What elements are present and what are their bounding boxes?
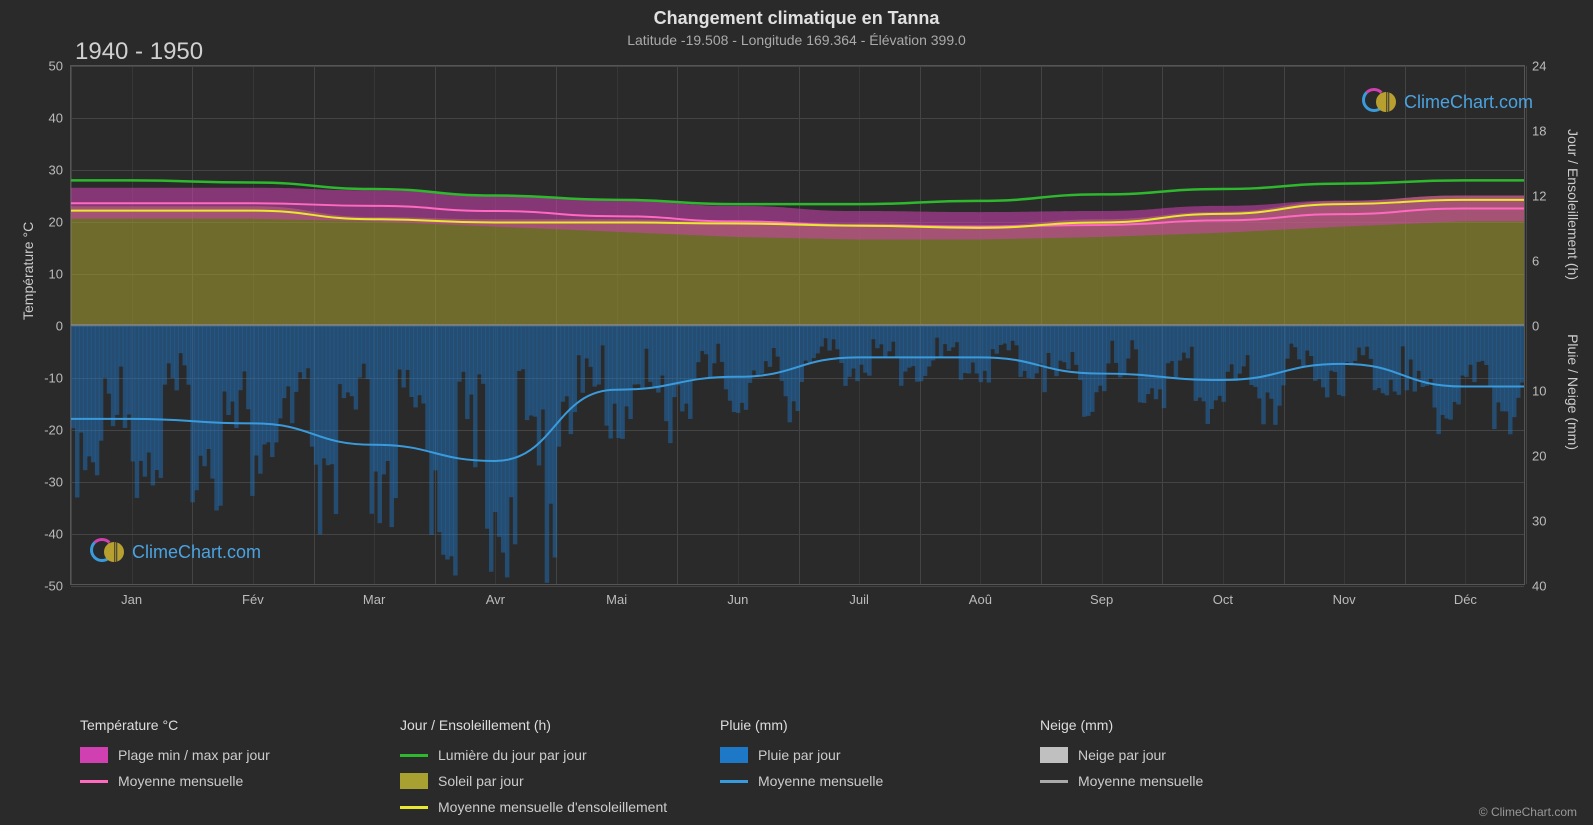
logo-text: ClimeChart.com (132, 542, 261, 563)
y-left-tick-label: 20 (49, 215, 63, 230)
y-left-tick-label: -40 (44, 527, 63, 542)
legend-col-temperature: Température °C Plage min / max par jour … (80, 717, 360, 815)
legend-swatch (720, 747, 748, 763)
y-right-tick-label: 40 (1532, 579, 1546, 594)
y-right-tick-label: 10 (1532, 384, 1546, 399)
x-tick-label: Avr (486, 592, 505, 607)
legend-item: Moyenne mensuelle (720, 773, 1000, 789)
year-range: 1940 - 1950 (75, 38, 203, 66)
legend-item: Soleil par jour (400, 773, 680, 789)
legend-label: Soleil par jour (438, 773, 524, 789)
y-right-tick-label: 6 (1532, 254, 1539, 269)
y-left-tick-label: 50 (49, 59, 63, 74)
legend-swatch (80, 747, 108, 763)
legend-line (1040, 780, 1068, 783)
legend-col-rain: Pluie (mm) Pluie par jour Moyenne mensue… (720, 717, 1000, 815)
chart-title: Changement climatique en Tanna (0, 8, 1593, 29)
legend-item: Neige par jour (1040, 747, 1320, 763)
legend-item: Lumière du jour par jour (400, 747, 680, 763)
copyright: © ClimeChart.com (1479, 805, 1577, 819)
legend-item: Moyenne mensuelle (80, 773, 360, 789)
legend-header: Neige (mm) (1040, 717, 1320, 733)
logo-top: ClimeChart.com (1362, 88, 1533, 116)
legend-line (400, 754, 428, 757)
x-tick-label: Juil (849, 592, 869, 607)
y-right-tick-label: 0 (1532, 319, 1539, 334)
x-tick-label: Aoû (969, 592, 992, 607)
y-right-tick-label: 20 (1532, 449, 1546, 464)
chart-subtitle: Latitude -19.508 - Longitude 169.364 - É… (0, 32, 1593, 48)
y-right-bottom-axis-title: Pluie / Neige (mm) (1565, 334, 1581, 450)
y-left-tick-label: 40 (49, 111, 63, 126)
x-tick-label: Jun (727, 592, 748, 607)
logo-bottom: ClimeChart.com (90, 538, 261, 566)
x-tick-label: Fév (242, 592, 264, 607)
y-right-tick-label: 30 (1532, 514, 1546, 529)
y-left-tick-label: -30 (44, 475, 63, 490)
legend-line (400, 806, 428, 809)
y-left-tick-label: 0 (56, 319, 63, 334)
legend-label: Moyenne mensuelle d'ensoleillement (438, 799, 667, 815)
legend-header: Pluie (mm) (720, 717, 1000, 733)
legend-label: Pluie par jour (758, 747, 841, 763)
legend-header: Jour / Ensoleillement (h) (400, 717, 680, 733)
legend-col-snow: Neige (mm) Neige par jour Moyenne mensue… (1040, 717, 1320, 815)
legend-line (720, 780, 748, 783)
x-tick-label: Mai (606, 592, 627, 607)
legend-line (80, 780, 108, 783)
y-left-axis-title: Température °C (20, 222, 36, 320)
x-tick-label: Sep (1090, 592, 1113, 607)
legend-col-daylight: Jour / Ensoleillement (h) Lumière du jou… (400, 717, 680, 815)
legend-label: Lumière du jour par jour (438, 747, 587, 763)
logo-text: ClimeChart.com (1404, 92, 1533, 113)
legend: Température °C Plage min / max par jour … (80, 717, 1553, 815)
climechart-logo-icon (90, 538, 126, 566)
climechart-logo-icon (1362, 88, 1398, 116)
y-right-tick-label: 24 (1532, 59, 1546, 74)
x-tick-label: Déc (1454, 592, 1477, 607)
y-left-tick-label: 30 (49, 163, 63, 178)
x-tick-label: Oct (1213, 592, 1233, 607)
y-right-tick-label: 12 (1532, 189, 1546, 204)
legend-item: Plage min / max par jour (80, 747, 360, 763)
legend-header: Température °C (80, 717, 360, 733)
y-left-tick-label: -50 (44, 579, 63, 594)
legend-swatch (1040, 747, 1068, 763)
legend-item: Pluie par jour (720, 747, 1000, 763)
legend-label: Moyenne mensuelle (758, 773, 883, 789)
y-right-tick-label: 18 (1532, 124, 1546, 139)
x-tick-label: Nov (1333, 592, 1356, 607)
y-left-tick-label: 10 (49, 267, 63, 282)
x-tick-label: Mar (363, 592, 385, 607)
chart-plot-area: -50-40-30-20-100102030405006121824102030… (70, 65, 1525, 585)
y-left-tick-label: -10 (44, 371, 63, 386)
x-tick-label: Jan (121, 592, 142, 607)
legend-label: Moyenne mensuelle (1078, 773, 1203, 789)
legend-item: Moyenne mensuelle (1040, 773, 1320, 789)
legend-label: Neige par jour (1078, 747, 1166, 763)
legend-label: Moyenne mensuelle (118, 773, 243, 789)
y-left-tick-label: -20 (44, 423, 63, 438)
legend-swatch (400, 773, 428, 789)
legend-item: Moyenne mensuelle d'ensoleillement (400, 799, 680, 815)
legend-label: Plage min / max par jour (118, 747, 270, 763)
y-right-top-axis-title: Jour / Ensoleillement (h) (1565, 129, 1581, 280)
